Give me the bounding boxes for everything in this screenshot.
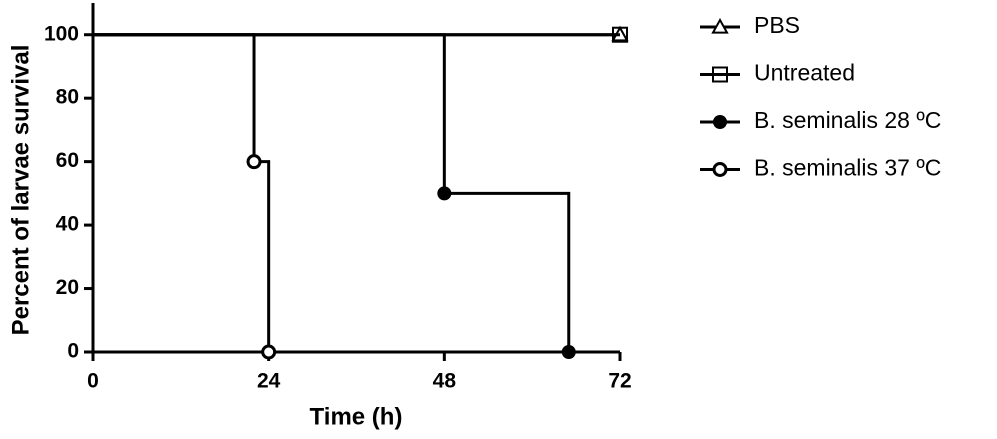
marker	[437, 186, 452, 201]
marker	[261, 344, 277, 360]
x-tick-label: 48	[433, 370, 457, 393]
marker	[612, 26, 628, 43]
marker	[713, 115, 727, 129]
survival-line	[93, 33, 271, 352]
marker	[712, 66, 728, 83]
y-tick-label: 0	[67, 340, 79, 363]
marker	[711, 17, 729, 34]
y-tick-label: 40	[56, 213, 79, 236]
y-tick-label: 20	[56, 276, 79, 299]
x-tick-label: 72	[608, 370, 631, 393]
x-tick-label: 0	[87, 370, 99, 393]
marker	[712, 162, 728, 177]
marker	[246, 154, 262, 170]
legend-label: Untreated	[754, 60, 855, 86]
x-axis-title: Time (h)	[310, 403, 403, 430]
y-tick-label: 60	[56, 149, 79, 172]
survival-line	[93, 33, 571, 352]
x-tick-label: 24	[257, 370, 281, 393]
y-tick-label: 100	[44, 22, 79, 45]
legend-label: B. seminalis 37 ºC	[754, 155, 941, 181]
y-tick-label: 80	[56, 86, 79, 109]
legend-label: B. seminalis 28 ºC	[754, 107, 941, 133]
marker	[561, 345, 576, 359]
y-axis-title: Percent of larvae survival	[7, 45, 34, 336]
legend-label: PBS	[754, 12, 800, 38]
